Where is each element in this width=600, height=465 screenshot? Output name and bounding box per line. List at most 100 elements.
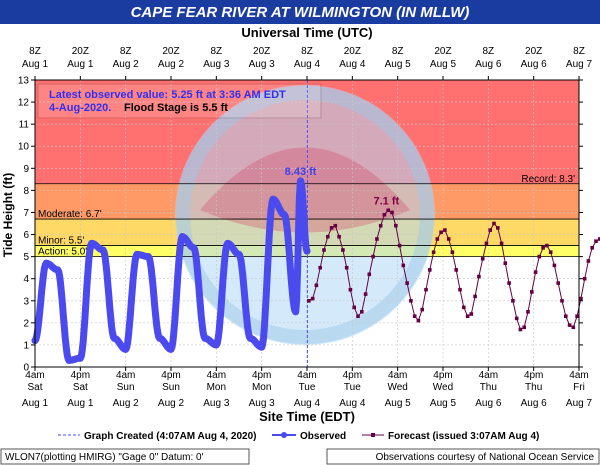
top-tick-label-utc: 20Z (162, 46, 179, 57)
top-tick-label-utc: 8Z (482, 46, 494, 57)
observed-point (133, 250, 141, 258)
forecast-point (435, 237, 440, 241)
bottom-tick-label-date: Aug 4 (339, 398, 366, 409)
forecast-point (533, 270, 538, 274)
bottom-tick-label-day: Tue (299, 382, 316, 393)
y-axis-label: Tide Height (ft) (1, 173, 15, 257)
observed-point (292, 308, 300, 316)
footer-right: Observations courtesy of National Ocean … (376, 452, 595, 463)
stage-label-record: Record: 8.3' (521, 174, 575, 185)
top-tick-label-utc: 8Z (210, 46, 222, 57)
observed-point (303, 247, 311, 255)
top-tick-label-date: Aug 6 (475, 59, 502, 70)
top-tick-label-date: Aug 1 (67, 59, 94, 70)
bottom-tick-label-day: Fri (573, 382, 585, 393)
y-tick-label: 10 (18, 142, 30, 153)
bottom-tick-label-date: Aug 1 (67, 398, 94, 409)
top-tick-label-utc: 20Z (253, 46, 270, 57)
top-tick-label-utc: 20Z (434, 46, 451, 57)
forecast-point (526, 310, 530, 314)
forecast-point (375, 237, 379, 241)
forecast-point (405, 281, 409, 285)
forecast-point (537, 254, 542, 259)
forecast-point (348, 287, 353, 292)
y-tick-label: 3 (23, 296, 29, 307)
observed-point (65, 356, 73, 364)
bottom-tick-label-time: 4pm (161, 370, 180, 381)
bottom-tick-label-time: 4pm (343, 370, 362, 381)
forecast-point (431, 250, 436, 254)
bottom-tick-label-date: Aug 6 (475, 398, 502, 409)
bottom-tick-label-date: Aug 7 (566, 398, 593, 409)
bottom-tick-label-date: Aug 3 (249, 398, 276, 409)
observed-point (76, 354, 84, 362)
legend-forecast-label: Forecast (issued 3:07AM Aug 4) (388, 431, 539, 442)
legend-observed-label: Observed (300, 431, 346, 442)
forecast-point (371, 254, 375, 259)
forecast-point (344, 265, 349, 270)
forecast-point (582, 276, 587, 281)
bottom-tick-label-time: 4pm (252, 370, 271, 381)
forecast-point (329, 226, 334, 230)
forecast-point (514, 316, 519, 321)
peak-label: 8.43 ft (285, 166, 317, 178)
observed-point (269, 195, 277, 203)
legend: Graph Created (4:07AM Aug 4, 2020) Obser… (58, 431, 539, 442)
bottom-tick-label-time: 4am (207, 370, 226, 381)
forecast-point (507, 281, 511, 285)
y-tick-label: 2 (23, 318, 29, 329)
bottom-tick-label-time: 4am (297, 370, 316, 381)
forecast-point (571, 325, 576, 330)
forecast-point (363, 292, 368, 296)
forecast-point (552, 263, 557, 268)
forecast-point (594, 239, 598, 243)
forecast-point (356, 314, 360, 318)
observed-point (88, 239, 96, 247)
latest-value-line1: Latest observed value: 5.25 ft at 3:36 A… (49, 89, 286, 101)
bottom-tick-label-time: 4am (388, 370, 407, 381)
bottom-tick-label-time: 4pm (433, 370, 452, 381)
observed-point (99, 246, 107, 254)
forecast-point (556, 281, 560, 285)
forecast-point (511, 299, 515, 303)
top-tick-label-date: Aug 4 (294, 59, 321, 70)
bottom-tick-label-day: Mon (207, 382, 226, 393)
forecast-point (337, 234, 341, 239)
top-tick-label-date: Aug 2 (158, 59, 185, 70)
bottom-tick-label-date: Aug 4 (294, 398, 321, 409)
bottom-tick-label-date: Aug 5 (385, 398, 412, 409)
forecast-point (416, 318, 421, 323)
forecast-point (424, 287, 428, 292)
forecast-point (567, 323, 572, 327)
forecast-point (590, 246, 594, 250)
forecast-point (378, 223, 383, 228)
top-tick-label-utc: 20Z (72, 46, 89, 57)
forecast-point (397, 243, 402, 248)
observed-point (167, 345, 175, 353)
bottom-tick-label-day: Wed (433, 382, 453, 393)
observed-point (156, 334, 164, 342)
y-tick-label: 1 (23, 340, 29, 351)
y-tick-label: 7 (23, 208, 29, 219)
observed-point (297, 177, 305, 185)
forecast-point (465, 314, 470, 318)
top-tick-label-date: Aug 2 (113, 59, 140, 70)
observed-point (280, 211, 288, 219)
forecast-point (310, 296, 315, 301)
forecast-point (386, 208, 390, 213)
footer-left-box (0, 448, 250, 465)
forecast-point (450, 250, 455, 254)
flood-stage-text: Flood Stage is 5.5 ft (124, 102, 228, 114)
forecast-point (586, 259, 591, 263)
top-tick-label-utc: 20Z (344, 46, 361, 57)
top-tick-label-date: Aug 3 (203, 59, 230, 70)
forecast-point (480, 257, 485, 261)
forecast-point (462, 305, 466, 310)
forecast-point (352, 305, 356, 310)
forecast-point (314, 283, 319, 288)
top-tick-label-date: Aug 5 (430, 59, 457, 70)
forecast-point (382, 212, 387, 217)
title-bar (0, 0, 600, 24)
observed-point (42, 259, 50, 267)
seal-ring (176, 86, 434, 344)
